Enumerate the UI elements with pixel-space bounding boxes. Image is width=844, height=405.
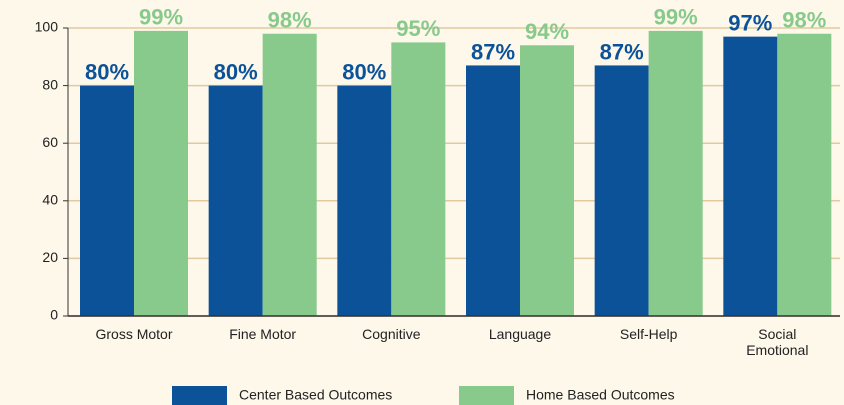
bar <box>134 30 188 316</box>
legend-label: Home Based Outcomes <box>526 387 675 403</box>
bar <box>391 42 446 317</box>
value-label: 87% <box>471 39 515 64</box>
value-label: 97% <box>728 10 772 35</box>
bar <box>723 36 778 316</box>
value-label: 98% <box>782 8 826 33</box>
x-tick-label: Social Emotional <box>746 326 809 358</box>
y-tick-label: 60 <box>42 134 58 150</box>
y-tick-label: 20 <box>42 249 58 265</box>
legend-label: Center Based Outcomes <box>239 387 392 403</box>
bar <box>520 45 574 316</box>
value-label: 94% <box>525 19 569 44</box>
legend-swatch <box>172 386 227 405</box>
x-tick-label: Fine Motor <box>229 326 297 342</box>
value-label: 99% <box>654 5 698 30</box>
value-label: 80% <box>214 59 258 84</box>
bar <box>337 85 392 316</box>
x-tick-label: Cognitive <box>362 326 421 342</box>
bar <box>466 65 520 316</box>
value-label: 80% <box>85 59 129 84</box>
x-tick-label: Self-Help <box>619 326 678 342</box>
legend-swatch <box>459 386 514 405</box>
x-tick-label: Language <box>488 326 552 342</box>
bar <box>648 30 703 316</box>
bar <box>594 65 649 316</box>
value-label: 87% <box>600 39 644 64</box>
x-tick-label: Gross Motor <box>95 326 173 342</box>
y-tick-label: 80 <box>42 76 58 92</box>
value-label: 98% <box>268 8 312 33</box>
value-label: 95% <box>396 16 440 41</box>
y-tick-label: 40 <box>42 192 58 208</box>
y-tick-label: 0 <box>50 307 58 323</box>
y-tick-label: 100 <box>35 19 59 35</box>
bar <box>777 33 832 316</box>
bar <box>80 85 134 316</box>
value-label: 99% <box>139 5 183 30</box>
bar <box>208 85 263 316</box>
value-label: 80% <box>342 59 386 84</box>
bar <box>262 33 317 316</box>
